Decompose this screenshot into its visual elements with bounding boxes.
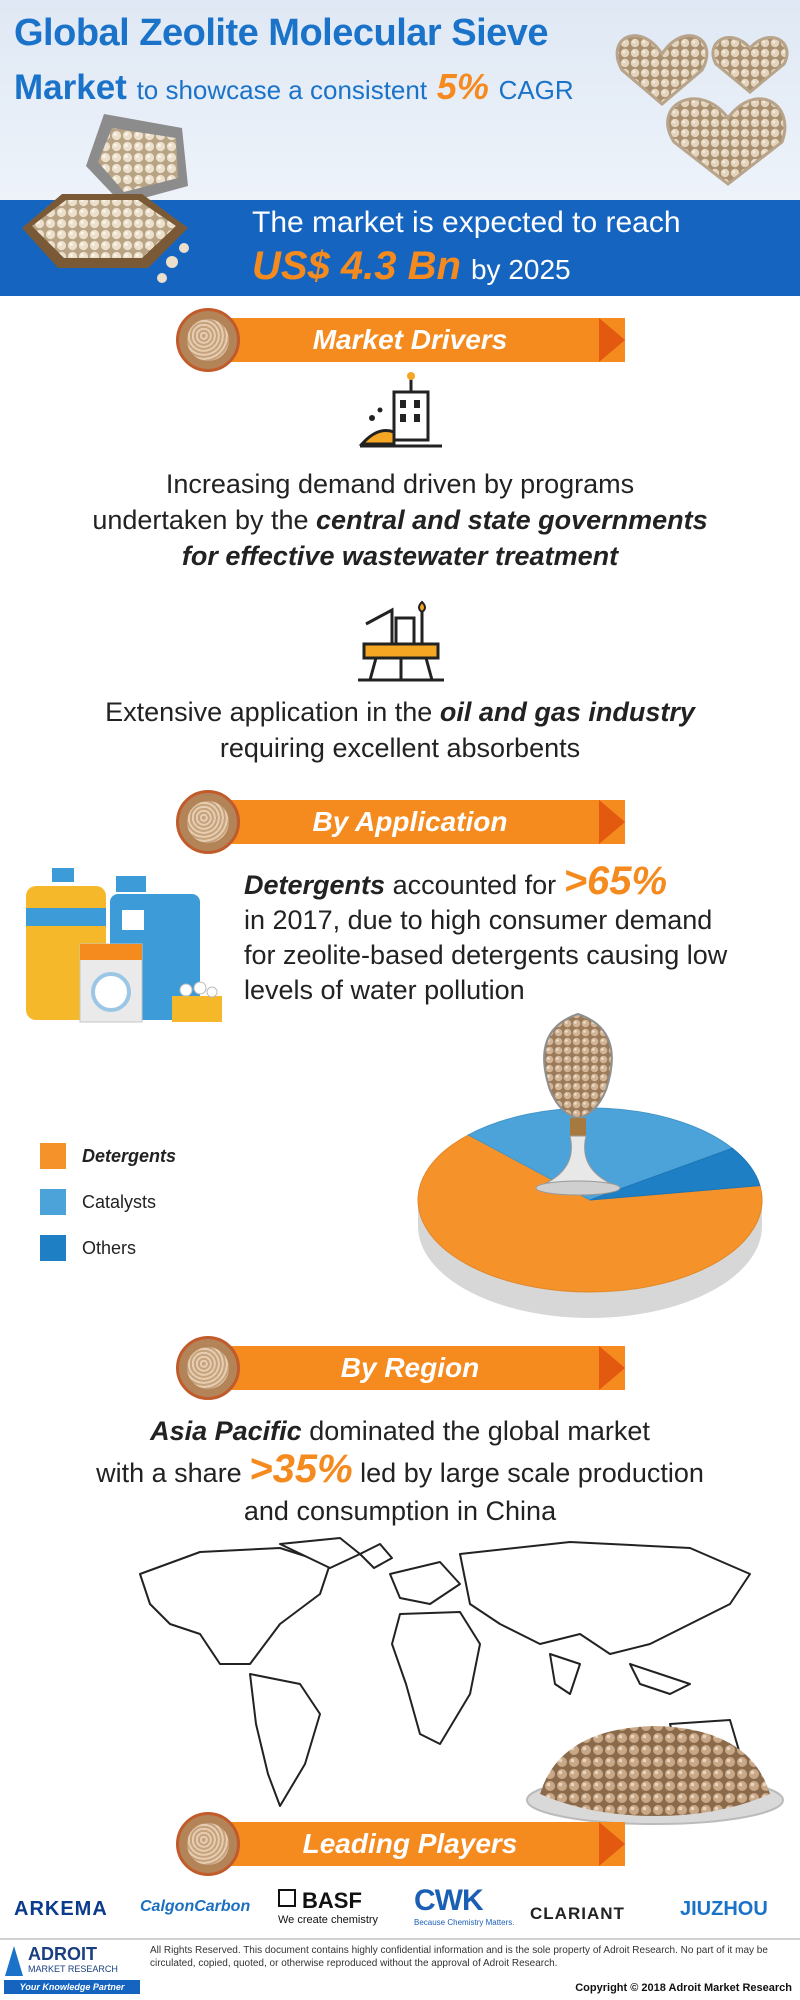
footer-divider — [0, 1938, 800, 1940]
zeolite-hearts-image — [615, 34, 789, 186]
logo-calgon-carbon: CalgonCarbon — [140, 1898, 251, 1915]
driver-1-line2-plain: undertaken by the — [92, 505, 309, 535]
section-header-players — [195, 1822, 625, 1866]
cagr-value: 5% — [436, 66, 489, 107]
section-title-players: Leading Players — [302, 1828, 518, 1859]
application-line4: levels of water pollution — [244, 975, 525, 1005]
forecast-year: by 2025 — [470, 254, 571, 285]
world-map-image — [139, 1537, 751, 1807]
logo-basf-text: BASF — [302, 1888, 362, 1913]
zeolite-dish-image — [526, 1726, 784, 1825]
logo-jiuzhou: JIUZHOU — [680, 1898, 768, 1920]
section-header-application — [195, 800, 625, 844]
zeolite-flask-image — [535, 1012, 621, 1196]
logo-basf: BASF We create chemistry — [278, 1888, 388, 1926]
section-title-application: By Application — [312, 806, 508, 837]
driver-1-line3-bold: for effective wastewater treatment — [181, 541, 619, 571]
logo-basf-name: BASF — [278, 1888, 388, 1914]
page-title: Global Zeolite Molecular Sieve — [14, 12, 549, 54]
legend-swatch — [40, 1235, 66, 1261]
logo-arkema: ARKEMA — [14, 1898, 108, 1920]
region-share: >35% — [249, 1447, 353, 1491]
cagr-label: CAGR — [498, 75, 574, 105]
detergent-bottles-icon — [26, 868, 222, 1023]
legend-label: Detergents — [82, 1145, 177, 1166]
application-lead-plain: accounted for — [392, 870, 557, 900]
application-text: Detergents accounted for >65% in 2017, d… — [244, 861, 792, 1008]
application-pie-chart — [417, 1012, 763, 1318]
legend-swatch — [40, 1189, 66, 1215]
driver-2-text: Extensive application in the oil and gas… — [0, 694, 800, 766]
zeolite-disc-icon — [176, 790, 240, 854]
driver-1-line2: undertaken by the central and state gove… — [0, 502, 800, 538]
legend-item-others: Others — [40, 1234, 136, 1262]
title-line-2: Market to showcase a consistent 5% CAGR — [14, 66, 574, 108]
zeolite-disc-icon — [176, 1812, 240, 1876]
section-header-region — [195, 1346, 625, 1390]
logo-cwk-tagline: Because Chemistry Matters. — [414, 1918, 515, 1927]
pie-slice-catalysts — [467, 1107, 734, 1201]
region-line2-plain1: with a share — [96, 1458, 242, 1488]
forecast-value-line: US$ 4.3 Bn by 2025 — [252, 244, 571, 289]
title-market: Market — [14, 68, 127, 107]
footer-brand-subname: MARKET RESEARCH — [28, 1964, 118, 1974]
application-line1: Detergents accounted for >65% — [244, 861, 792, 903]
legend-swatch — [40, 1143, 66, 1169]
water-treatment-icon — [358, 372, 442, 448]
section-header-drivers — [195, 318, 625, 362]
footer-copyright: Copyright © 2018 Adroit Market Research — [575, 1982, 792, 1994]
legend-label: Others — [82, 1237, 137, 1258]
footer-brand-tagline: Your Knowledge Partner — [4, 1980, 140, 1994]
driver-1-line3: for effective wastewater treatment — [0, 538, 800, 574]
pie-slice-others — [589, 1147, 761, 1201]
zeolite-disc-icon — [176, 308, 240, 372]
driver-1-text: Increasing demand driven by programs und… — [0, 466, 800, 574]
basf-square-icon — [278, 1889, 296, 1907]
driver-1-line2-bold: central and state governments — [316, 505, 708, 535]
logo-cwk-text: CWK — [414, 1884, 484, 1917]
driver-2-bold: oil and gas industry — [439, 697, 695, 727]
section-title-drivers: Market Drivers — [312, 324, 508, 355]
title-subtitle: to showcase a consistent — [136, 75, 428, 105]
market-size-value: US$ 4.3 Bn — [252, 244, 461, 288]
oil-rig-icon — [358, 600, 444, 682]
application-line2: in 2017, due to high consumer demand — [244, 905, 713, 935]
legend-label: Catalysts — [82, 1191, 157, 1212]
footer-brand-name: ADROIT — [28, 1944, 97, 1964]
application-share: >65% — [563, 859, 668, 903]
logo-basf-tagline: We create chemistry — [278, 1914, 379, 1926]
pie-slice-detergents — [417, 1134, 763, 1293]
region-lead: Asia Pacific — [150, 1416, 302, 1446]
legend-item-catalysts: Catalysts — [40, 1188, 156, 1216]
region-line3: and consumption in China — [243, 1496, 557, 1526]
region-lead-plain: dominated the global market — [309, 1416, 650, 1446]
driver-2-line1: Extensive application in the oil and gas… — [0, 694, 800, 730]
footer-legal-text: All Rights Reserved. This document conta… — [150, 1945, 768, 1969]
driver-2-plain: Extensive application in the — [105, 697, 433, 727]
driver-1-line1: Increasing demand driven by programs — [165, 469, 635, 499]
application-lead: Detergents — [244, 870, 386, 900]
footer-brand: ADROIT MARKET RESEARCH Your Knowledge Pa… — [4, 1944, 140, 1996]
logo-clariant: CLARIANT — [530, 1904, 625, 1923]
zeolite-disc-icon — [176, 1336, 240, 1400]
forecast-text: The market is expected to reach — [252, 206, 681, 239]
region-text: Asia Pacific dominated the global market… — [0, 1412, 800, 1530]
region-line2: with a share >35% led by large scale pro… — [0, 1447, 800, 1492]
application-line3: for zeolite-based detergents causing low — [244, 940, 728, 970]
region-line2-plain2: led by large scale production — [360, 1458, 704, 1488]
driver-2-line2: requiring excellent absorbents — [219, 733, 581, 763]
zeolite-bowl-image — [22, 114, 189, 283]
logo-cwk: CWK Because Chemistry Matters. — [414, 1884, 524, 1927]
legend-item-detergents: Detergents — [40, 1142, 176, 1170]
section-title-region: By Region — [340, 1352, 480, 1383]
adroit-logo-icon — [4, 1944, 24, 1978]
region-line1: Asia Pacific dominated the global market — [0, 1412, 800, 1450]
